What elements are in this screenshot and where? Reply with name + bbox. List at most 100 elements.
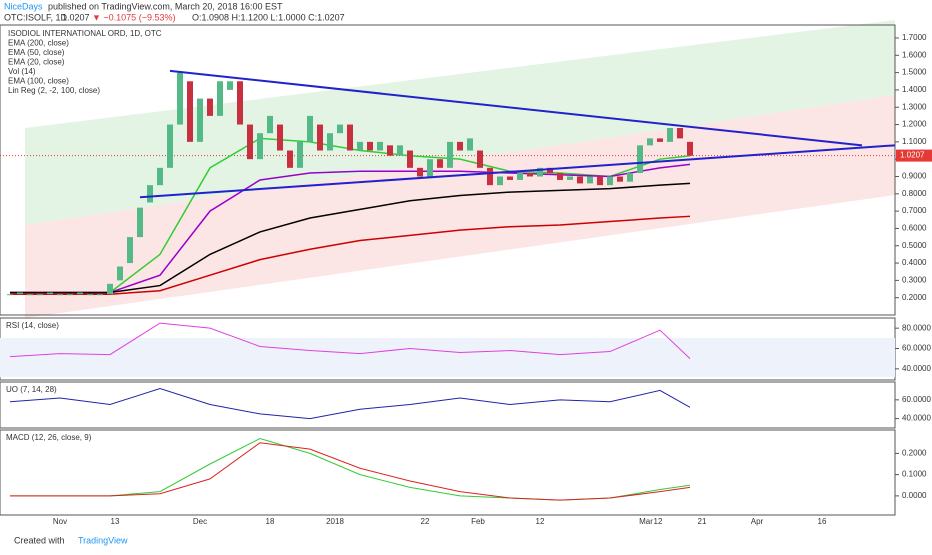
y-tick-label: 0.0000: [902, 491, 927, 500]
candle-body: [657, 138, 663, 142]
candle-body: [297, 141, 303, 168]
candle-body: [287, 150, 293, 168]
candle-body: [137, 207, 143, 238]
y-tick-label: 80.0000: [902, 323, 931, 332]
candle-body: [387, 145, 393, 156]
candle-body: [177, 72, 183, 125]
x-tick-label: Feb: [471, 517, 485, 526]
candle-body: [67, 294, 73, 296]
candle-body: [357, 141, 363, 151]
candle-body: [517, 173, 523, 180]
x-tick-label: Dec: [193, 517, 207, 526]
ohlc: O:1.0908 H:1.1200 L:1.0000 C:1.0207: [192, 12, 345, 22]
candle-body: [477, 150, 483, 168]
legend-entry: Lin Reg (2, -2, 100, close): [8, 86, 100, 95]
last-price-box: [896, 149, 932, 162]
candle-body: [317, 124, 323, 151]
published: published on TradingView.com, March 20, …: [48, 1, 283, 11]
candle-body: [127, 237, 133, 264]
y-tick-label: 1.1000: [902, 137, 927, 146]
candle-body: [427, 159, 433, 177]
candle-body: [347, 124, 353, 151]
candle-body: [627, 173, 633, 182]
indicator-line: [9, 388, 691, 420]
candle-body: [37, 294, 43, 296]
indicator-line: [10, 442, 691, 501]
candle-body: [157, 167, 163, 186]
candle-body: [607, 176, 613, 186]
candle-body: [567, 176, 573, 180]
candle-body: [507, 176, 513, 180]
x-tick-label: 12: [536, 517, 545, 526]
y-tick-label: 0.8000: [902, 189, 927, 198]
candle-body: [107, 283, 113, 295]
candle-body: [547, 167, 553, 174]
x-tick-label: Nov: [53, 517, 67, 526]
candle-body: [587, 176, 593, 184]
x-tick-label: Mar: [639, 517, 653, 526]
candle-body: [337, 124, 343, 134]
legend-entry: EMA (50, close): [8, 48, 65, 57]
candle-body: [407, 150, 413, 168]
main-frame: [0, 24, 896, 316]
candle-body: [467, 138, 473, 151]
candle-body: [377, 141, 383, 151]
y-tick-label: 40.0000: [902, 414, 931, 423]
channel-upper: [25, 20, 895, 225]
footer-brand[interactable]: TradingView: [78, 535, 128, 545]
candle-body: [247, 124, 253, 160]
y-tick-label: 1.7000: [902, 33, 927, 42]
candle-body: [147, 185, 153, 203]
y-tick-label: 1.4000: [902, 85, 927, 94]
y-tick-label: 0.6000: [902, 224, 927, 233]
candle-body: [487, 167, 493, 186]
legend-entry: Vol (14): [8, 67, 36, 76]
x-tick-label: 22: [421, 517, 430, 526]
rsi-band: [0, 338, 895, 377]
candle-body: [217, 81, 223, 116]
candle-body: [597, 176, 603, 186]
candle-body: [687, 141, 693, 156]
indicator-line: [10, 437, 691, 501]
x-tick-label: Apr: [751, 517, 764, 526]
y-tick-label: 0.1000: [902, 470, 927, 479]
legend-entry: EMA (100, close): [8, 77, 69, 86]
x-tick-label: 13: [111, 517, 120, 526]
candle-body: [497, 176, 503, 186]
change: ▼ −0.1075 (−9.53%): [92, 12, 175, 22]
candle-body: [637, 145, 643, 174]
y-tick-label: 0.2000: [902, 448, 927, 457]
trendline: [139, 144, 896, 199]
candle-body: [237, 81, 243, 125]
y-tick-label: 0.2000: [902, 293, 927, 302]
candle-body: [197, 98, 203, 142]
trendline: [169, 69, 863, 147]
y-tick-label: 0.9000: [902, 172, 927, 181]
x-tick-label: 18: [266, 517, 275, 526]
candle-body: [537, 167, 543, 177]
y-tick-label: 60.0000: [902, 395, 931, 404]
channel: [25, 20, 895, 318]
x-tick-label: 16: [818, 517, 827, 526]
candle-body: [267, 115, 273, 134]
panel-title: UO (7, 14, 28): [6, 385, 57, 394]
ema-line: [10, 215, 691, 295]
y-tick-label: 0.7000: [902, 206, 927, 215]
candle-body: [417, 167, 423, 177]
candle-body: [27, 294, 33, 296]
candle-body: [207, 98, 213, 116]
candle-body: [97, 294, 103, 296]
candle-body: [47, 292, 53, 295]
candle-body: [617, 176, 623, 182]
candle-body: [307, 115, 313, 142]
candle-body: [677, 128, 683, 139]
uo-frame: [0, 381, 896, 429]
y-tick-label: 0.5000: [902, 241, 927, 250]
legend-entry: ISODIOL INTERNATIONAL ORD, 1D, OTC: [8, 29, 162, 38]
candle-body: [167, 124, 173, 168]
y-tick-label: 40.0000: [902, 364, 931, 373]
footer-created: Created with: [14, 535, 65, 545]
author[interactable]: NiceDays: [4, 1, 43, 11]
candle-body: [77, 292, 83, 295]
